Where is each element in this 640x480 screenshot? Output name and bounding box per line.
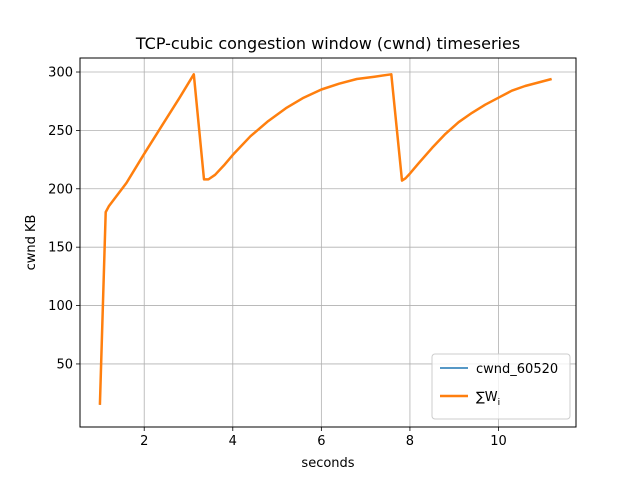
- y-axis-ticks: 50 100 150 200 250 300: [48, 66, 80, 372]
- legend-label-cwnd: cwnd_60520: [476, 362, 558, 377]
- y-tick-label: 50: [56, 357, 73, 372]
- x-axis-ticks: 2 4 6 8 10: [140, 427, 507, 449]
- legend-label-sum-w-subscript: i: [498, 398, 501, 408]
- grid: [80, 58, 576, 427]
- y-axis-label: cwnd KB: [24, 215, 39, 271]
- x-tick-label: 2: [140, 434, 148, 449]
- y-tick-label: 200: [48, 182, 73, 197]
- series-layer: [98, 73, 552, 405]
- plot-frame: [79, 57, 577, 428]
- x-axis-label: seconds: [301, 456, 354, 471]
- series-line-sum-w: [98, 73, 552, 405]
- legend-label-sum-w-main: ∑W: [476, 390, 498, 405]
- chart-title: TCP-cubic congestion window (cwnd) times…: [135, 34, 520, 53]
- y-tick-label: 100: [48, 299, 73, 314]
- x-tick-label: 4: [229, 434, 237, 449]
- y-tick-label: 300: [48, 66, 73, 81]
- x-tick-label: 8: [406, 434, 414, 449]
- x-tick-label: 10: [490, 434, 507, 449]
- y-tick-label: 150: [48, 241, 73, 256]
- legend-box: [431, 353, 571, 420]
- legend: cwnd_60520 ∑Wi: [431, 353, 571, 420]
- y-tick-label: 250: [48, 124, 73, 139]
- legend-label-sum-w: ∑Wi: [476, 390, 500, 408]
- x-tick-label: 6: [317, 434, 325, 449]
